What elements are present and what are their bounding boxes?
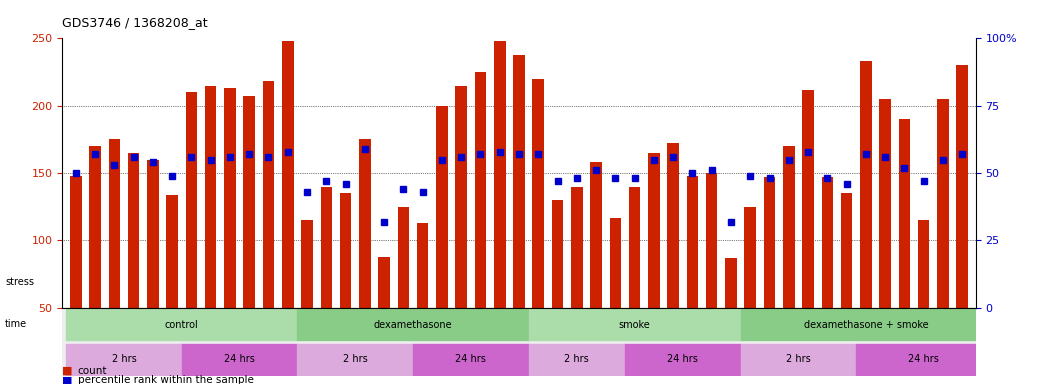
Bar [879, 99, 891, 375]
Text: time: time [5, 319, 27, 329]
Bar [528, 310, 741, 340]
Bar [648, 153, 660, 375]
Bar [899, 119, 910, 375]
Bar [571, 187, 582, 375]
Text: GDS3746 / 1368208_at: GDS3746 / 1368208_at [62, 16, 208, 29]
Bar [147, 160, 159, 375]
Text: 24 hrs: 24 hrs [908, 354, 939, 364]
Bar [552, 200, 564, 375]
Text: percentile rank within the sample: percentile rank within the sample [78, 375, 253, 384]
Text: smoke: smoke [619, 320, 651, 330]
Text: dexamethasone + smoke: dexamethasone + smoke [803, 320, 928, 330]
Bar [706, 173, 717, 375]
Bar [474, 72, 486, 375]
Bar [166, 195, 177, 375]
Bar [625, 344, 741, 375]
Text: 2 hrs: 2 hrs [111, 354, 136, 364]
Bar [741, 344, 856, 375]
Bar [783, 146, 794, 375]
Bar [726, 258, 737, 375]
Bar [66, 310, 297, 340]
Bar [956, 65, 968, 375]
Text: stress: stress [5, 277, 34, 287]
Bar [494, 41, 506, 375]
Bar [70, 176, 82, 375]
Text: 2 hrs: 2 hrs [786, 354, 811, 364]
Text: 24 hrs: 24 hrs [456, 354, 486, 364]
Bar [918, 220, 929, 375]
Text: ■: ■ [62, 366, 73, 376]
Bar [456, 86, 467, 375]
Bar [297, 310, 528, 340]
Bar [378, 257, 390, 375]
Bar [841, 193, 852, 375]
Bar [282, 41, 294, 375]
Bar [182, 344, 297, 375]
Text: ■: ■ [62, 375, 73, 384]
Bar [532, 79, 544, 375]
Bar [301, 220, 312, 375]
Bar [861, 61, 872, 375]
Bar [359, 139, 371, 375]
Bar [856, 344, 991, 375]
Bar [89, 146, 101, 375]
Bar [398, 207, 409, 375]
Bar [224, 88, 236, 375]
Bar [764, 177, 775, 375]
Bar [128, 153, 139, 375]
Bar [821, 177, 834, 375]
Text: 2 hrs: 2 hrs [343, 354, 367, 364]
Bar [744, 207, 756, 375]
Text: control: control [165, 320, 198, 330]
Bar [687, 176, 699, 375]
Bar [109, 139, 120, 375]
Text: 24 hrs: 24 hrs [667, 354, 699, 364]
Bar [609, 217, 621, 375]
Bar [321, 187, 332, 375]
Bar [591, 162, 602, 375]
Bar [297, 344, 413, 375]
Bar [741, 310, 991, 340]
Bar [513, 55, 525, 375]
Bar [263, 81, 274, 375]
Bar [339, 193, 351, 375]
Bar [244, 96, 255, 375]
Text: 2 hrs: 2 hrs [565, 354, 590, 364]
Bar [528, 344, 625, 375]
Bar [417, 223, 429, 375]
Bar [204, 86, 217, 375]
Bar [667, 144, 679, 375]
Bar [802, 89, 814, 375]
Bar [66, 344, 182, 375]
Text: 24 hrs: 24 hrs [224, 354, 255, 364]
Text: count: count [78, 366, 107, 376]
Bar [413, 344, 528, 375]
Bar [937, 99, 949, 375]
Bar [629, 187, 640, 375]
Bar [436, 106, 447, 375]
Bar [186, 92, 197, 375]
Text: dexamethasone: dexamethasone [374, 320, 453, 330]
